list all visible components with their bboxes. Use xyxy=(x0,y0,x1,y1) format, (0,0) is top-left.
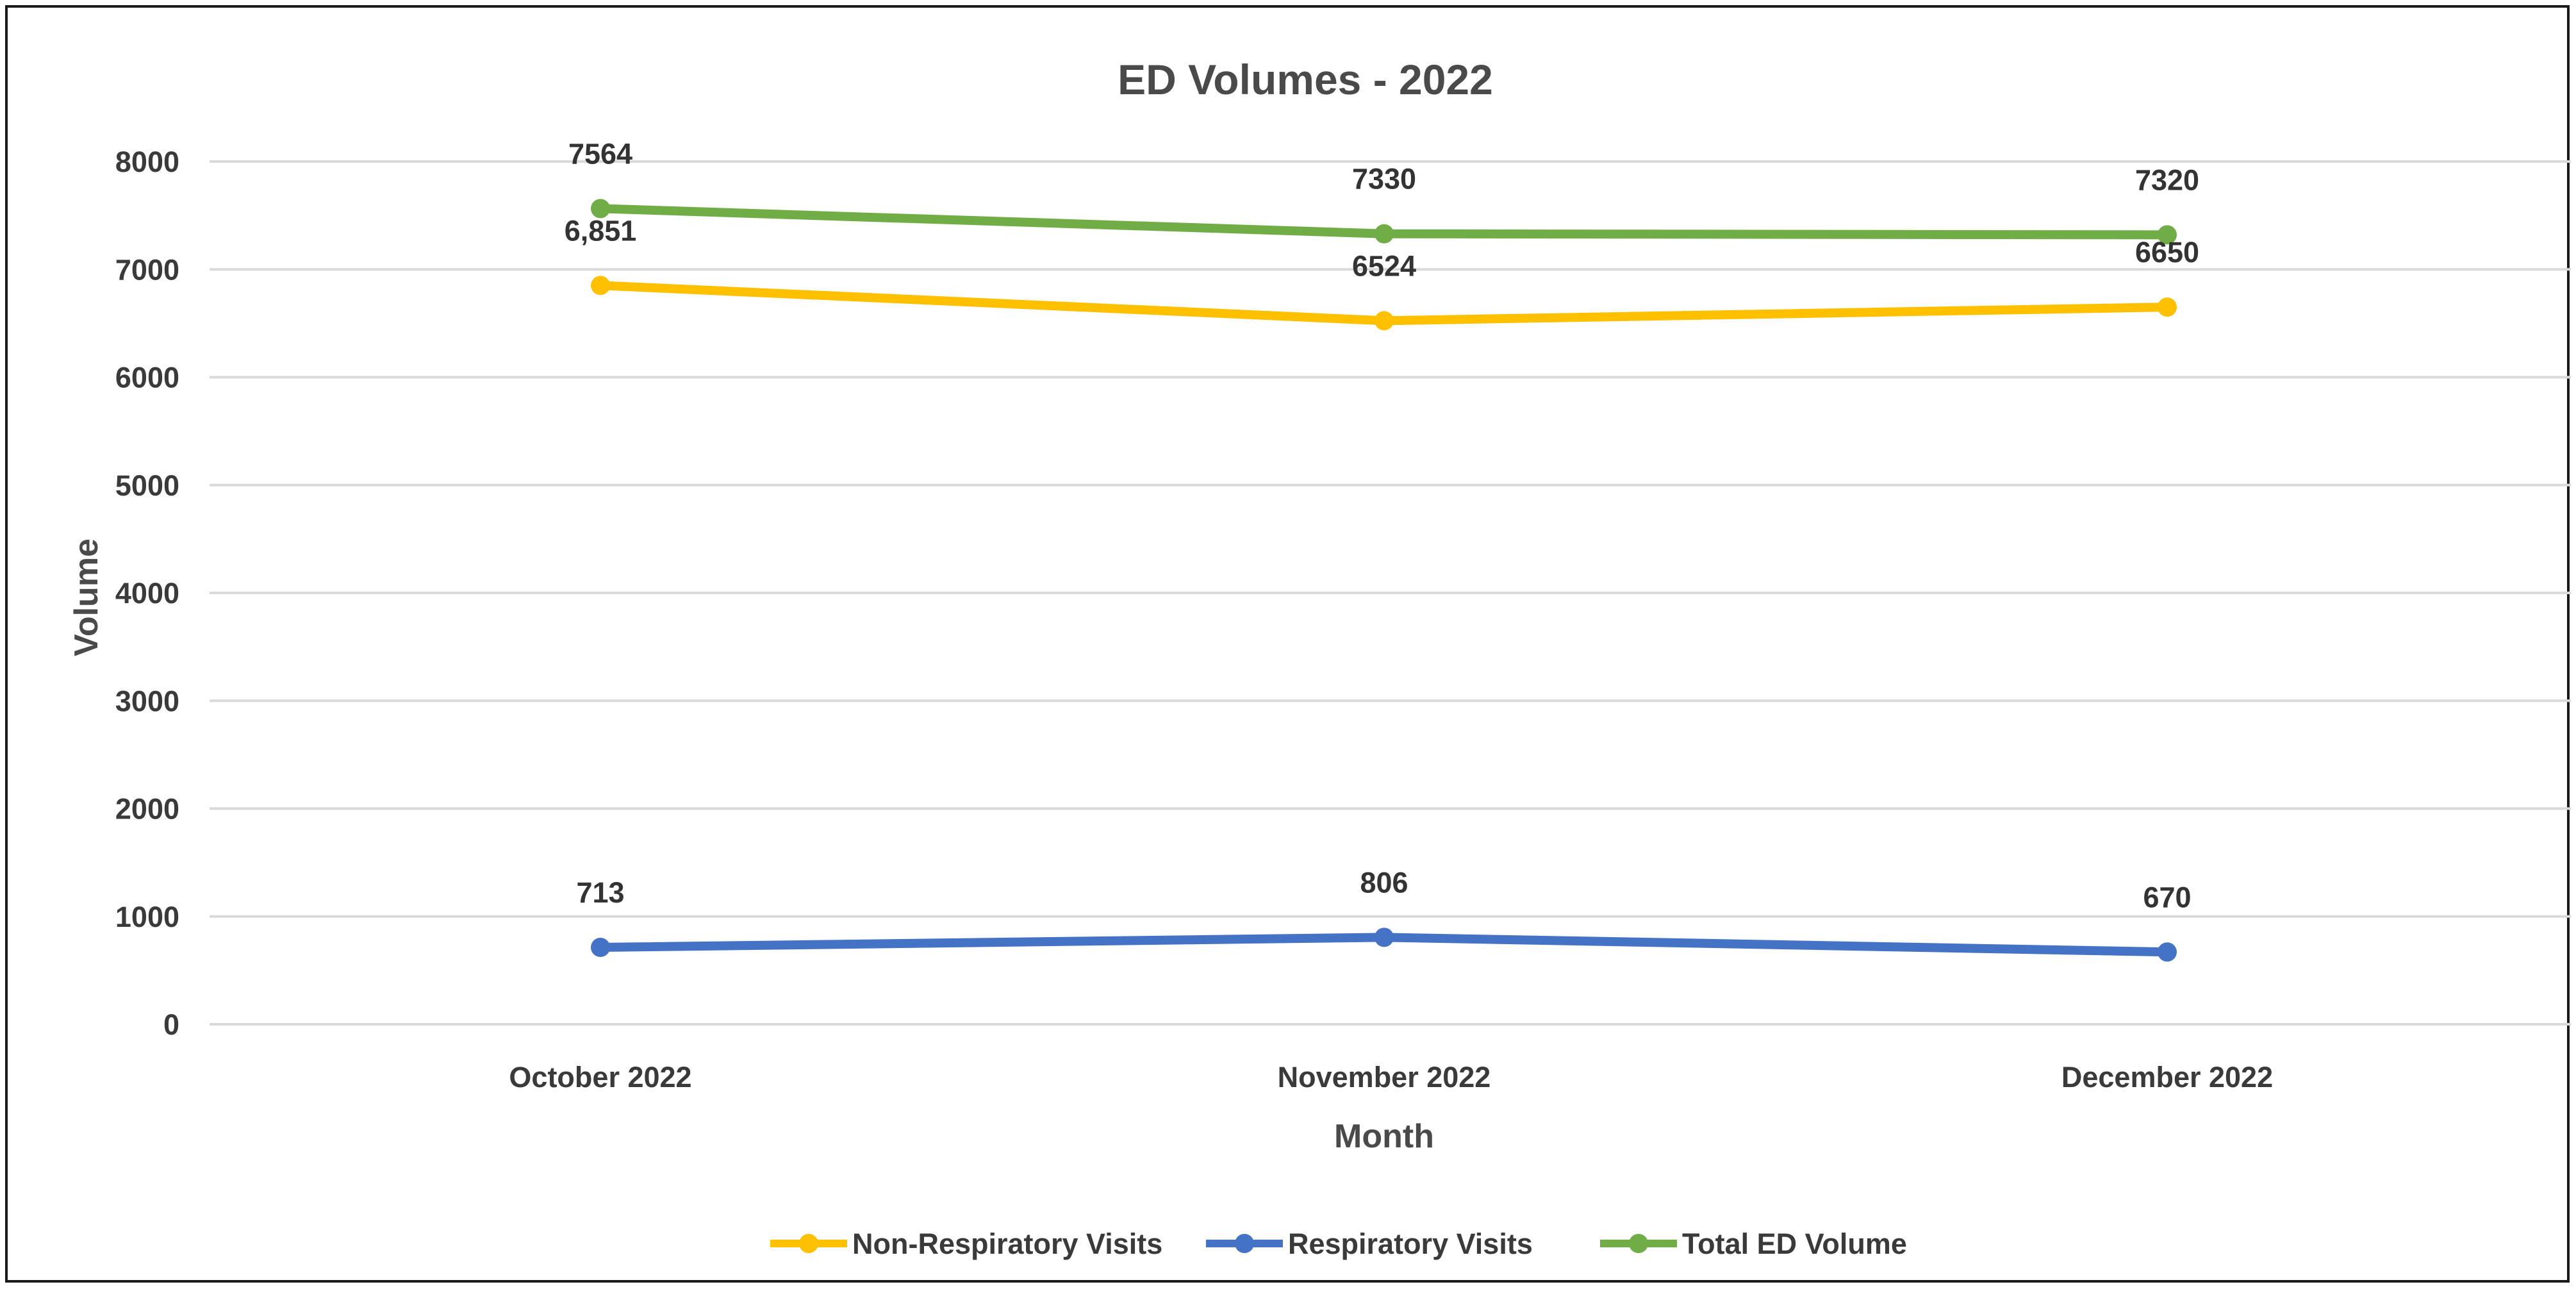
data-label: 6524 xyxy=(1352,249,1416,282)
x-axis-title: Month xyxy=(1334,1118,1434,1155)
data-label: 806 xyxy=(1360,866,1408,899)
series-lines xyxy=(591,199,2177,962)
y-tick-label: 8000 xyxy=(115,146,179,178)
legend-marker-icon xyxy=(799,1234,818,1253)
y-tick-label: 7000 xyxy=(115,253,179,286)
data-point xyxy=(591,938,610,958)
y-tick-label: 2000 xyxy=(115,793,179,826)
gridlines xyxy=(210,160,2571,1026)
legend-marker-icon xyxy=(1629,1234,1648,1253)
chart-title: ED Volumes - 2022 xyxy=(1118,56,1493,103)
legend-entry: Non-Respiratory Visits xyxy=(770,1227,1162,1260)
data-point xyxy=(2158,297,2177,317)
legend: Non-Respiratory Visits Respiratory Visits… xyxy=(770,1227,1907,1260)
legend-marker-icon xyxy=(1235,1234,1254,1253)
data-point xyxy=(591,199,610,219)
y-tick-label: 6000 xyxy=(115,362,179,394)
data-point xyxy=(1375,927,1394,947)
data-label: 7564 xyxy=(568,137,632,170)
x-tick-label: December 2022 xyxy=(2061,1061,2273,1094)
y-tick-label: 3000 xyxy=(115,685,179,717)
chart-frame: 0 1000 2000 3000 4000 5000 6000 7000 8000 Octobe… xyxy=(5,5,2571,1283)
y-axis-ticks: 0 1000 2000 3000 4000 5000 6000 7000 8000 xyxy=(115,146,179,1041)
legend-label: Non-Respiratory Visits xyxy=(852,1227,1162,1260)
x-tick-label: November 2022 xyxy=(1278,1061,1491,1094)
data-point xyxy=(1375,311,1394,331)
data-point xyxy=(2158,942,2177,962)
data-point xyxy=(591,276,610,295)
data-point xyxy=(2158,225,2177,245)
legend-entry: Respiratory Visits xyxy=(1206,1227,1533,1260)
data-labels: 6,851 6524 6650 713 806 670 7564 7330 7320 xyxy=(565,137,2199,913)
data-label: 713 xyxy=(576,876,624,909)
legend-label: Respiratory Visits xyxy=(1288,1227,1533,1260)
y-tick-label: 1000 xyxy=(115,901,179,933)
y-tick-label: 4000 xyxy=(115,577,179,610)
x-tick-label: October 2022 xyxy=(509,1061,691,1094)
data-label: 6650 xyxy=(2135,236,2199,269)
line-chart: 0 1000 2000 3000 4000 5000 6000 7000 8000 Octobe… xyxy=(68,56,2571,1260)
data-label: 7320 xyxy=(2135,163,2199,196)
data-label: 7330 xyxy=(1352,163,1416,195)
data-point xyxy=(1375,224,1394,244)
legend-entry: Total ED Volume xyxy=(1600,1227,1907,1260)
y-tick-label: 0 xyxy=(163,1008,179,1041)
data-label: 670 xyxy=(2143,881,2191,913)
data-label: 6,851 xyxy=(565,214,637,247)
y-tick-label: 5000 xyxy=(115,469,179,502)
legend-label: Total ED Volume xyxy=(1682,1227,1907,1260)
x-axis-ticks: October 2022 November 2022 December 2022 xyxy=(509,1061,2273,1094)
y-axis-title: Volume xyxy=(68,538,105,656)
